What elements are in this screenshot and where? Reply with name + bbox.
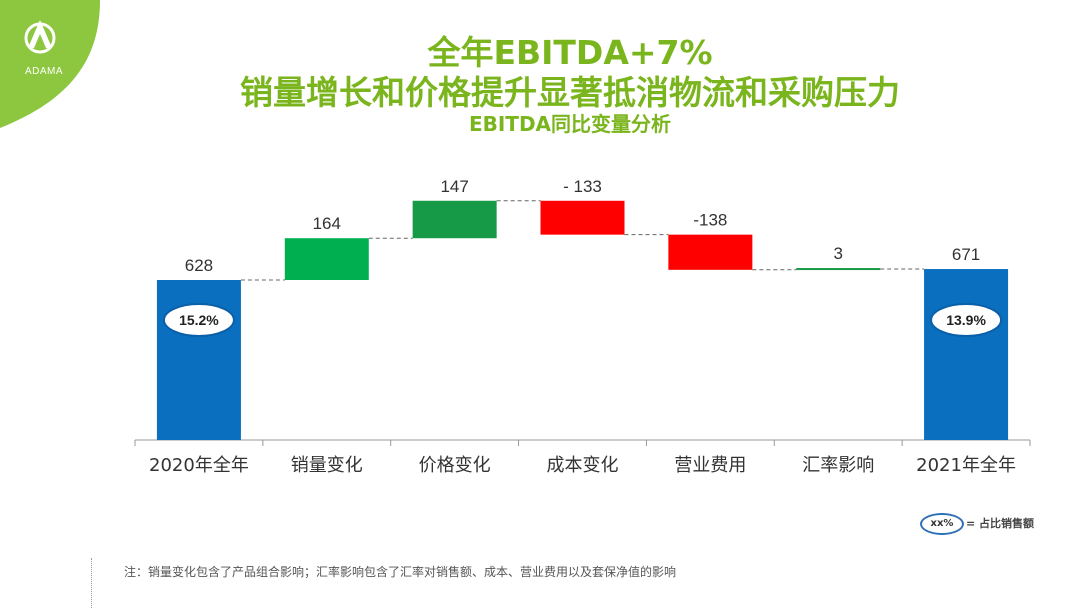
- bar-6: [924, 269, 1009, 440]
- chart-title: EBITDA同比变量分析: [468, 112, 672, 136]
- x-tick-label: 营业费用: [674, 455, 746, 476]
- data-label: 147: [440, 177, 468, 196]
- x-tick-label: 2020年全年: [149, 455, 249, 476]
- data-label: -138: [693, 211, 727, 230]
- data-label: 628: [185, 256, 213, 275]
- note-divider: [91, 558, 92, 608]
- bar-3: [540, 200, 625, 235]
- data-label: 164: [313, 214, 341, 233]
- x-tick-label: 成本变化: [547, 455, 619, 476]
- x-tick-label: 价格变化: [419, 455, 491, 476]
- adama-logo: [0, 0, 100, 128]
- percent-badge-label: 15.2%: [179, 312, 219, 328]
- bar-5: [796, 268, 881, 271]
- legend-badge: xx%: [920, 513, 964, 535]
- bar-2: [412, 200, 497, 239]
- percent-badge: [930, 303, 1003, 337]
- x-tick-label: 汇率影响: [802, 455, 874, 476]
- data-label: 671: [952, 245, 980, 264]
- percent-badge: [162, 303, 235, 337]
- legend-text: = 占比销售额: [966, 517, 1035, 530]
- data-label: 3: [833, 244, 842, 263]
- x-tick-label: 2021年全年: [916, 455, 1016, 476]
- x-tick-label: 销量变化: [291, 455, 363, 476]
- bar-4: [668, 234, 753, 270]
- footnote: 注：销量变化包含了产品组合影响；汇率影响包含了汇率对销售额、成本、营业费用以及套…: [124, 565, 677, 579]
- page-subtitle: 销量增长和价格提升显著抵消物流和采购压力: [240, 73, 900, 112]
- logo-wordmark: ADAMA: [24, 66, 64, 77]
- data-label: - 133: [563, 177, 602, 196]
- percent-badge-label: 13.9%: [946, 312, 986, 328]
- bar-1: [284, 238, 369, 280]
- page-title: 全年EBITDA+7%: [427, 33, 713, 72]
